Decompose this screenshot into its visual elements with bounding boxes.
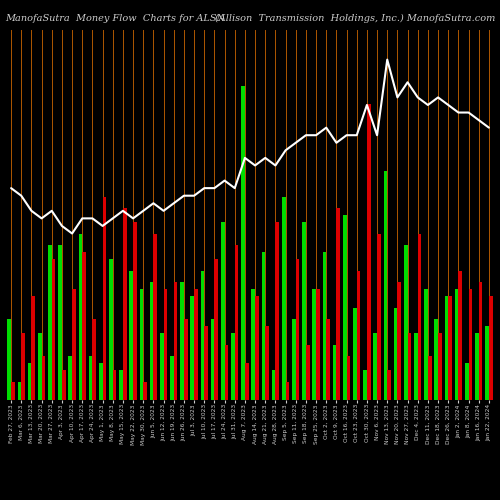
Bar (336, 208, 340, 400)
Bar (384, 170, 387, 400)
Bar (265, 326, 269, 400)
Bar (113, 370, 116, 400)
Bar (438, 334, 442, 400)
Bar (42, 356, 46, 400)
Bar (11, 382, 15, 400)
Bar (434, 318, 438, 400)
Bar (211, 318, 214, 400)
Bar (377, 234, 380, 400)
Bar (316, 289, 320, 400)
Bar (252, 289, 255, 400)
Bar (404, 244, 407, 400)
Bar (272, 370, 276, 400)
Bar (224, 344, 228, 400)
Bar (62, 370, 66, 400)
Bar (140, 289, 143, 400)
Bar (489, 296, 492, 400)
Bar (170, 356, 174, 400)
Bar (322, 252, 326, 400)
Bar (312, 289, 316, 400)
Bar (214, 260, 218, 400)
Bar (32, 296, 35, 400)
Bar (458, 270, 462, 400)
Bar (374, 334, 377, 400)
Bar (282, 196, 286, 400)
Bar (133, 222, 137, 400)
Bar (194, 289, 198, 400)
Bar (235, 244, 238, 400)
Bar (276, 222, 279, 400)
Bar (356, 270, 360, 400)
Bar (204, 326, 208, 400)
Bar (475, 334, 478, 400)
Bar (92, 318, 96, 400)
Bar (245, 363, 248, 400)
Bar (346, 356, 350, 400)
Bar (424, 289, 428, 400)
Bar (221, 222, 224, 400)
Bar (130, 270, 133, 400)
Bar (343, 215, 346, 400)
Bar (8, 318, 11, 400)
Bar (408, 334, 411, 400)
Bar (398, 282, 401, 400)
Bar (102, 196, 106, 400)
Bar (72, 289, 76, 400)
Bar (255, 296, 258, 400)
Bar (58, 244, 62, 400)
Bar (38, 334, 42, 400)
Bar (363, 370, 367, 400)
Bar (333, 344, 336, 400)
Bar (154, 234, 157, 400)
Bar (262, 252, 265, 400)
Bar (184, 318, 188, 400)
Bar (394, 308, 398, 400)
Bar (190, 296, 194, 400)
Bar (367, 104, 370, 400)
Bar (428, 356, 432, 400)
Bar (78, 234, 82, 400)
Bar (123, 208, 126, 400)
Bar (478, 282, 482, 400)
Bar (48, 244, 52, 400)
Bar (180, 282, 184, 400)
Bar (200, 270, 204, 400)
Bar (306, 344, 310, 400)
Text: ManofaSutra  Money Flow  Charts for ALSN: ManofaSutra Money Flow Charts for ALSN (5, 14, 225, 23)
Bar (465, 363, 468, 400)
Bar (164, 289, 167, 400)
Bar (454, 289, 458, 400)
Bar (296, 260, 300, 400)
Bar (18, 382, 21, 400)
Bar (414, 334, 418, 400)
Bar (144, 382, 147, 400)
Bar (82, 252, 86, 400)
Bar (292, 318, 296, 400)
Bar (174, 282, 178, 400)
Bar (231, 334, 235, 400)
Bar (444, 296, 448, 400)
Bar (120, 370, 123, 400)
Bar (485, 326, 489, 400)
Bar (353, 308, 356, 400)
Bar (150, 282, 154, 400)
Bar (286, 382, 289, 400)
Bar (468, 289, 472, 400)
Bar (109, 260, 113, 400)
Bar (22, 334, 25, 400)
Bar (326, 318, 330, 400)
Bar (160, 334, 164, 400)
Bar (28, 363, 32, 400)
Bar (89, 356, 92, 400)
Bar (99, 363, 102, 400)
Text: (Allison  Transmission  Holdings, Inc.) ManofaSutra.com: (Allison Transmission Holdings, Inc.) Ma… (214, 14, 495, 23)
Bar (302, 222, 306, 400)
Bar (387, 370, 391, 400)
Bar (52, 260, 56, 400)
Bar (68, 356, 72, 400)
Bar (418, 234, 422, 400)
Bar (242, 86, 245, 400)
Bar (448, 296, 452, 400)
